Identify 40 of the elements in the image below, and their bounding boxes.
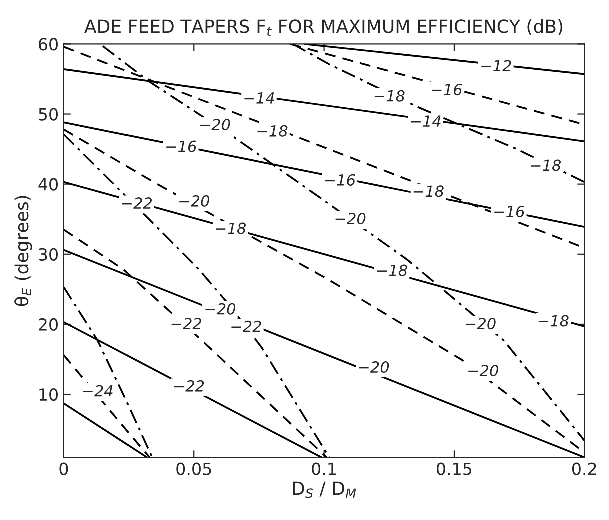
chart-title: ADE FEED TAPERS F$_{t}$ FOR MAXIMUM EFFICIENCY (dB)	[84, 19, 563, 36]
annotation: −16	[325, 174, 356, 186]
annotation: −16	[432, 84, 462, 96]
annotation: −20	[466, 318, 496, 330]
annotation: −18	[538, 315, 569, 327]
y-tick-label: 20	[39, 318, 58, 332]
annotation: −18	[374, 90, 405, 102]
annotation: −18	[258, 125, 288, 137]
y-tick-label: 30	[39, 248, 58, 261]
annotation: −20	[180, 195, 210, 207]
annotation: −20	[206, 303, 236, 315]
annotation: −22	[122, 198, 152, 209]
annotation: −22	[232, 320, 262, 332]
y-tick-label: 60	[39, 38, 58, 51]
annotation: −18	[414, 186, 444, 198]
annotation: −16	[166, 140, 197, 152]
x-tick-label: 0.05	[176, 462, 212, 476]
annotation: −14	[244, 92, 274, 104]
annotation: −16	[494, 206, 525, 218]
x-tick-label: 0.2	[572, 462, 596, 476]
y-axis-title: θ$_{E}$ (degrees)	[14, 196, 32, 306]
annotation: −18	[377, 264, 408, 276]
y-tick-label: 50	[39, 108, 58, 121]
annotation: −12	[482, 60, 512, 72]
annotation: −20	[359, 361, 390, 374]
y-tick-label: 10	[40, 388, 58, 402]
x-tick-label: 0.15	[437, 462, 472, 476]
annotation: −14	[411, 116, 441, 127]
annotation: −18	[216, 222, 246, 234]
annotation: −20	[336, 212, 366, 225]
annotation: −24	[83, 385, 113, 397]
x-tick-label: 0	[60, 462, 68, 476]
annotation: −20	[200, 119, 230, 131]
x-tick-label: 0.1	[312, 462, 336, 476]
x-axis-title: D$_{S}$ / D$_{M}$	[293, 482, 356, 498]
annotation: −22	[174, 380, 204, 392]
annotation: −18	[531, 160, 562, 172]
annotation: −22	[172, 318, 202, 330]
y-tick-label: 40	[38, 178, 58, 191]
annotation: −20	[468, 364, 498, 377]
